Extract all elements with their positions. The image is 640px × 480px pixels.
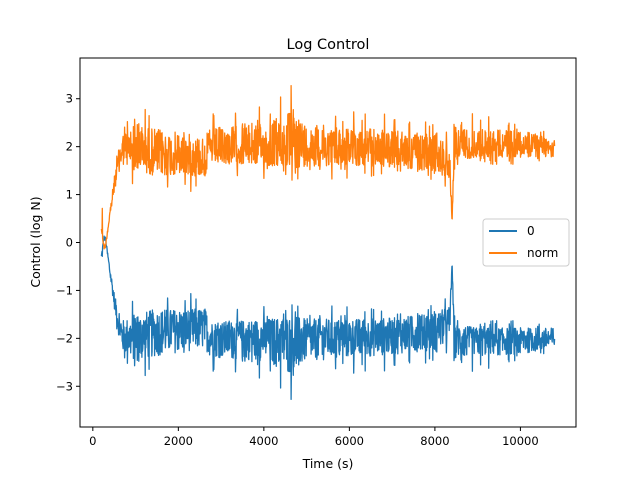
y-tick-label: −1 [56,283,73,297]
series-line-0 [100,235,556,401]
y-tick-label: 0 [66,236,73,250]
x-tick-label: 10000 [502,434,539,448]
y-tick-label: −2 [56,331,73,345]
y-axis-label: Control (log N) [28,196,43,287]
x-tick-label: 6000 [335,434,364,448]
chart-title: Log Control [287,37,370,53]
x-axis-ticks: 0 2000 4000 6000 8000 10000 [89,427,539,448]
series-line-norm [100,84,556,250]
y-axis-ticks: −3 −2 −1 0 1 2 3 [56,92,80,393]
series-layer [100,84,556,401]
y-tick-label: 2 [66,140,73,154]
y-tick-label: 1 [66,188,73,202]
y-tick-label: 3 [66,92,73,106]
x-axis-label: Time (s) [302,456,354,471]
y-tick-label: −3 [56,379,73,393]
x-tick-label: 0 [89,434,96,448]
legend-label-0: 0 [527,224,535,238]
x-tick-label: 4000 [249,434,278,448]
legend-label-norm: norm [527,246,558,260]
x-tick-label: 2000 [164,434,193,448]
x-tick-label: 8000 [420,434,449,448]
legend: 0 norm [482,218,570,267]
